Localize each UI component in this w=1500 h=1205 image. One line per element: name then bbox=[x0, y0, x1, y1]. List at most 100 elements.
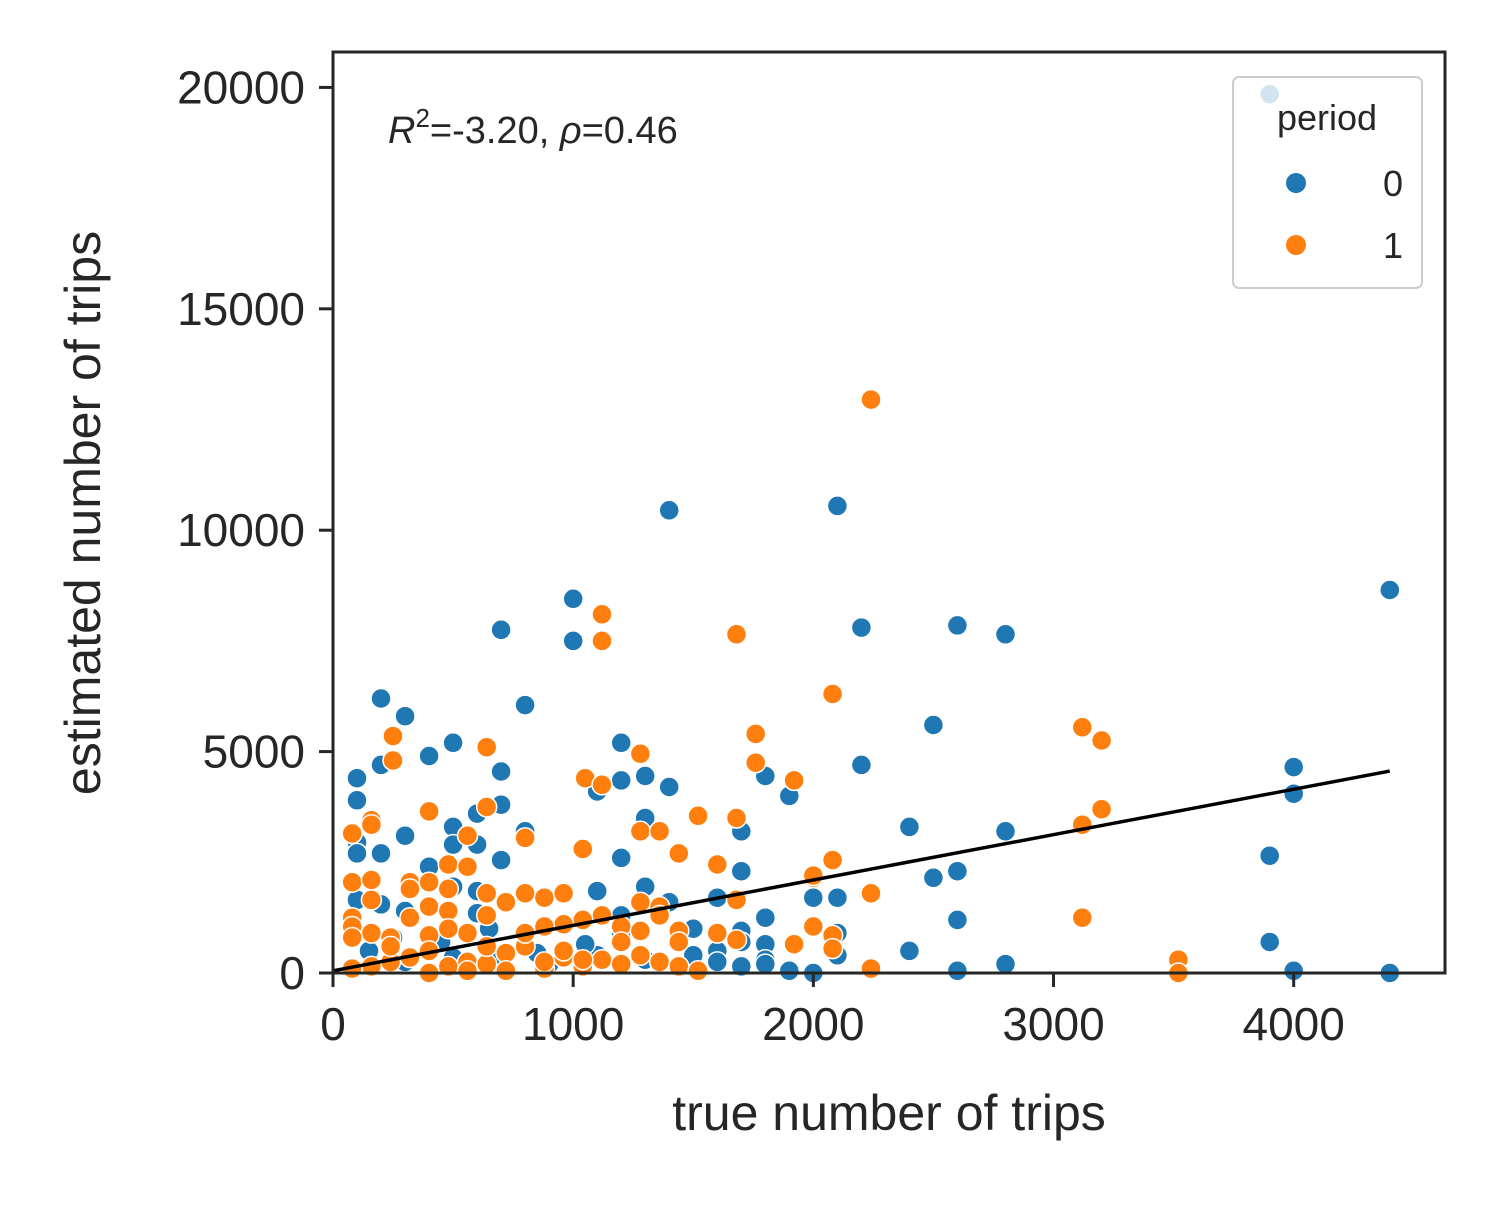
legend-marker-1 bbox=[1286, 235, 1306, 255]
r2-value: =-3.20, bbox=[430, 110, 560, 152]
point-series-1-73 bbox=[783, 933, 805, 955]
point-series-0-44 bbox=[490, 849, 512, 871]
point-series-1-64 bbox=[341, 926, 363, 949]
point-series-0-8 bbox=[946, 614, 969, 637]
point-series-1-16 bbox=[418, 800, 440, 823]
point-series-1-99 bbox=[629, 944, 652, 967]
point-series-1-18 bbox=[475, 796, 498, 818]
y-tick-label-20000: 20000 bbox=[177, 61, 305, 113]
point-series-0-4 bbox=[562, 588, 584, 610]
point-series-0-46 bbox=[1258, 844, 1281, 867]
point-series-0-24 bbox=[610, 769, 632, 792]
point-series-1-29 bbox=[572, 838, 594, 860]
point-series-0-75 bbox=[898, 940, 921, 962]
point-series-0-73 bbox=[1258, 931, 1281, 953]
point-series-0-13 bbox=[922, 714, 945, 736]
point-series-0-35 bbox=[394, 824, 416, 847]
point-series-0-86 bbox=[706, 951, 729, 973]
point-series-0-16 bbox=[418, 745, 440, 767]
point-series-0-9 bbox=[994, 623, 1017, 646]
point-series-0-6 bbox=[490, 619, 512, 641]
x-tick-label-4000: 4000 bbox=[1243, 998, 1345, 1050]
point-series-1-56 bbox=[475, 904, 498, 927]
point-series-1-17 bbox=[1090, 798, 1113, 820]
point-series-1-44 bbox=[475, 882, 498, 905]
point-series-0-58 bbox=[802, 886, 825, 909]
point-series-1-1 bbox=[591, 603, 613, 626]
y-tick-label-0: 0 bbox=[279, 947, 305, 999]
y-axis-label: estimated number of trips bbox=[55, 231, 111, 795]
point-series-1-110 bbox=[437, 917, 460, 940]
point-series-1-22 bbox=[360, 813, 383, 836]
point-series-1-10 bbox=[382, 749, 404, 772]
y-tick-label-10000: 10000 bbox=[177, 504, 305, 556]
point-series-0-64 bbox=[754, 906, 777, 929]
rho-symbol: ρ bbox=[559, 110, 582, 152]
point-series-1-53 bbox=[418, 895, 440, 918]
point-series-1-7 bbox=[1071, 716, 1094, 739]
point-series-1-6 bbox=[744, 723, 767, 745]
point-series-1-59 bbox=[1071, 906, 1094, 929]
point-series-1-62 bbox=[360, 922, 383, 944]
point-series-0-65 bbox=[946, 909, 969, 931]
point-series-0-14 bbox=[442, 732, 464, 754]
point-series-1-51 bbox=[495, 891, 517, 913]
point-series-1-34 bbox=[456, 855, 479, 878]
point-series-1-27 bbox=[456, 824, 479, 847]
point-series-1-48 bbox=[629, 891, 652, 913]
point-series-0-80 bbox=[778, 960, 801, 982]
point-series-1-92 bbox=[610, 953, 632, 975]
point-series-0-48 bbox=[946, 860, 969, 882]
point-series-1-26 bbox=[648, 820, 671, 843]
point-series-1-25 bbox=[629, 820, 652, 843]
r2-exponent: 2 bbox=[415, 103, 429, 133]
point-series-0-5 bbox=[562, 630, 584, 652]
point-series-0-2 bbox=[826, 495, 849, 517]
point-series-0-47 bbox=[730, 860, 753, 882]
point-series-0-29 bbox=[346, 789, 368, 812]
point-series-1-45 bbox=[514, 882, 536, 905]
point-series-1-96 bbox=[860, 957, 882, 980]
stats-annotation: R2=-3.20, ρ=0.46 bbox=[388, 103, 678, 152]
point-series-1-101 bbox=[533, 951, 556, 973]
point-series-0-43 bbox=[370, 842, 392, 865]
y-tick-label-15000: 15000 bbox=[177, 283, 305, 335]
legend-label-0: 0 bbox=[1383, 163, 1403, 204]
point-series-1-2 bbox=[591, 630, 613, 652]
point-series-1-95 bbox=[687, 960, 709, 982]
point-series-1-55 bbox=[399, 906, 421, 929]
legend-marker-0 bbox=[1286, 173, 1306, 193]
point-series-0-25 bbox=[658, 776, 680, 798]
point-series-1-47 bbox=[552, 882, 575, 905]
x-tick-label-1000: 1000 bbox=[522, 998, 624, 1050]
point-series-1-14 bbox=[591, 774, 613, 796]
point-series-1-107 bbox=[610, 931, 632, 953]
point-series-0-42 bbox=[346, 842, 368, 865]
point-series-1-11 bbox=[744, 751, 767, 774]
x-tick-label-3000: 3000 bbox=[1002, 998, 1104, 1050]
point-series-1-28 bbox=[514, 827, 536, 849]
point-series-0-38 bbox=[994, 820, 1017, 843]
x-tick-label-0: 0 bbox=[320, 998, 346, 1050]
point-series-1-12 bbox=[629, 743, 652, 765]
point-series-1-9 bbox=[475, 736, 498, 758]
point-series-1-19 bbox=[687, 805, 709, 827]
point-series-0-34 bbox=[898, 816, 921, 838]
point-series-1-72 bbox=[802, 915, 825, 938]
point-series-1-76 bbox=[725, 929, 748, 951]
point-series-0-21 bbox=[346, 767, 368, 789]
point-series-1-35 bbox=[341, 871, 363, 893]
point-series-1-91 bbox=[591, 948, 613, 971]
point-series-0-1 bbox=[658, 499, 680, 522]
plot-frame bbox=[331, 50, 1447, 975]
point-series-1-111 bbox=[379, 935, 402, 958]
point-series-1-8 bbox=[1090, 729, 1113, 752]
point-series-1-108 bbox=[706, 922, 729, 944]
x-axis-label: true number of trips bbox=[672, 1085, 1106, 1141]
point-series-0-49 bbox=[922, 867, 945, 889]
point-series-1-58 bbox=[572, 909, 594, 931]
point-series-0-22 bbox=[634, 765, 656, 787]
legend-label-1: 1 bbox=[1383, 225, 1403, 266]
